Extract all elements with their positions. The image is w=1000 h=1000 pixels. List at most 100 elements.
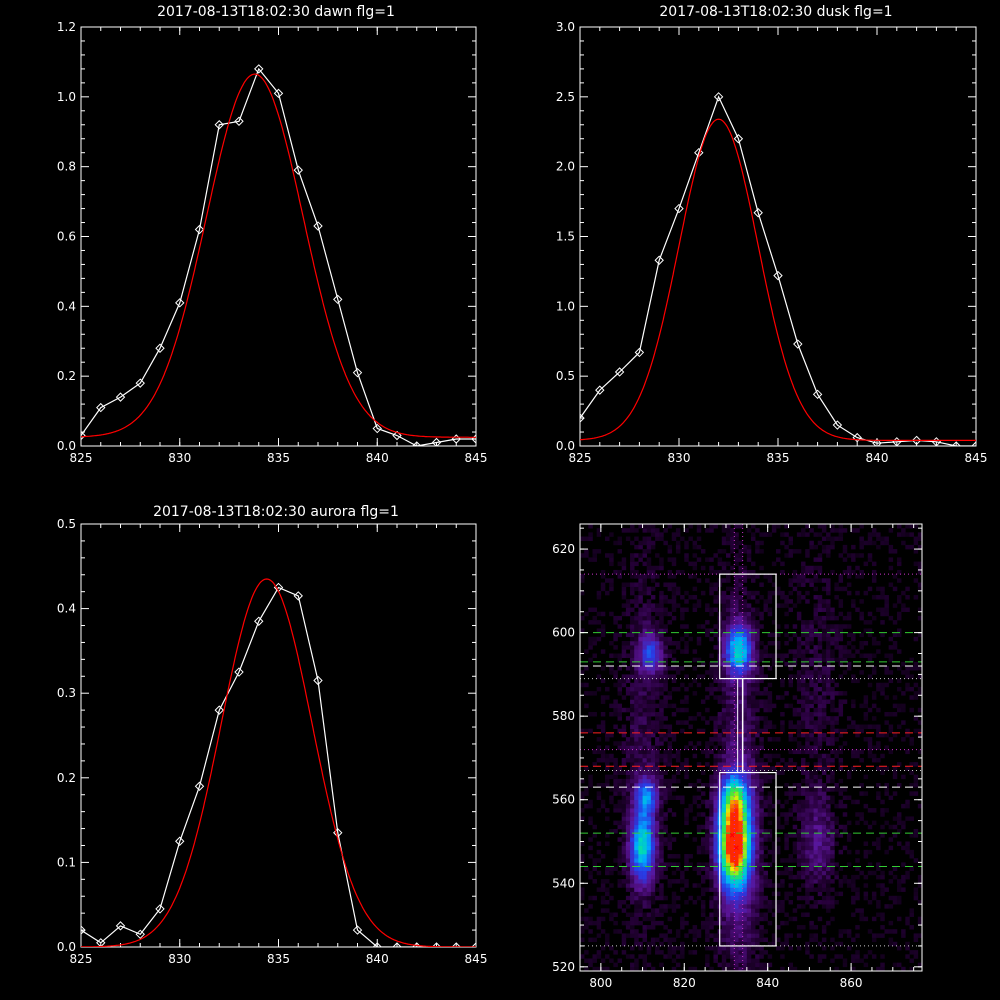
heatmap-cell [767,599,773,604]
heatmap-cell [751,803,756,809]
heatmap-cell [634,724,639,729]
heatmap-cell [646,783,652,788]
heatmap-cell [655,870,660,876]
heatmap-cell [884,783,889,788]
heatmap-cell [650,883,656,888]
heatmap-cell [659,666,664,671]
heatmap-cell [738,854,743,859]
heatmap-cell [696,528,702,533]
heatmap-cell [621,682,627,688]
heatmap-cell [717,557,723,562]
data-point [971,441,976,446]
heatmap-cell [884,595,889,600]
heatmap-cell [655,716,660,721]
heatmap-cell [596,686,602,692]
x-tick-label: 840 [756,976,779,990]
heatmap-cell [625,707,631,713]
heatmap-cell [863,854,869,859]
heatmap-cell [734,732,739,738]
heatmap-cell [734,887,739,892]
heatmap-cell [638,720,643,725]
heatmap-cell [684,599,689,604]
heatmap-cell [642,845,648,851]
heatmap-cell [851,678,856,684]
heatmap-cell [621,590,627,596]
heatmap-cell [817,695,823,700]
data-point [451,942,461,947]
heatmap-cell [684,820,689,826]
heatmap-cell [684,544,689,550]
heatmap-cell [888,636,894,642]
heatmap-cell [751,874,756,880]
heatmap-cell [730,895,735,901]
heatmap-cell [751,595,756,600]
heatmap-cell [759,837,764,842]
heatmap-cell [730,937,735,943]
heatmap-cell [763,950,768,955]
heatmap-cell [630,962,635,968]
heatmap-cell [763,916,768,922]
heatmap-cell [763,766,768,771]
heatmap-cell [813,586,819,592]
heatmap-cell [876,845,881,851]
heatmap-cell [663,895,668,901]
heatmap-cell [663,954,668,959]
heatmap-cell [792,674,798,679]
heatmap-cell [655,770,660,775]
heatmap-cell [684,920,689,926]
heatmap-cell [625,887,631,892]
heatmap-cell [630,849,635,855]
heatmap-cell [813,682,819,688]
heatmap-cell [634,728,639,734]
heatmap-cell [613,653,618,658]
y-tick-label: 0.5 [57,517,76,531]
heatmap-cell [734,858,739,863]
heatmap-cell [738,941,743,947]
heatmap-cell [817,879,823,884]
heatmap-cell [730,607,735,613]
heatmap-cell [717,749,723,755]
heatmap-cell [755,904,760,909]
heatmap-cell [671,599,677,604]
x-tick-label: 860 [840,976,863,990]
heatmap-cell [784,858,789,863]
heatmap-cell [738,640,743,646]
heatmap-cell [725,661,731,667]
heatmap-cell [917,879,922,884]
heatmap-cell [646,636,652,642]
heatmap-cell [905,674,910,679]
heatmap-cell [659,841,664,846]
heatmap-cell [771,528,777,533]
heatmap-cell [713,728,718,734]
heatmap-cell [746,737,752,742]
heatmap-cell [742,962,748,968]
heatmap-cell [621,828,627,834]
heatmap-cell [721,686,727,692]
heatmap-cell [642,615,648,621]
heatmap-cell [725,595,731,600]
heatmap-cell [600,699,606,704]
heatmap-cell [684,553,689,558]
heatmap-cell [659,699,664,704]
heatmap-cell [813,699,819,704]
heatmap-cell [617,678,623,684]
heatmap-cell [734,590,739,596]
heatmap-cell [842,544,848,550]
heatmap-cell [755,841,760,846]
heatmap-cell [600,711,606,717]
heatmap-cell [817,887,823,892]
data-point [352,367,363,378]
heatmap-cell [700,812,706,817]
heatmap-cell [751,666,756,671]
heatmap-cell [738,933,743,938]
heatmap-cell [688,783,693,788]
heatmap-cell [838,578,844,583]
heatmap-cell [592,833,597,838]
heatmap-cell [621,557,627,562]
heatmap-cell [751,728,756,734]
heatmap-cell [634,803,639,809]
heatmap-cell [755,686,760,692]
heatmap-cell [896,816,902,821]
heatmap-cell [796,874,802,880]
heatmap-cell [859,544,864,550]
